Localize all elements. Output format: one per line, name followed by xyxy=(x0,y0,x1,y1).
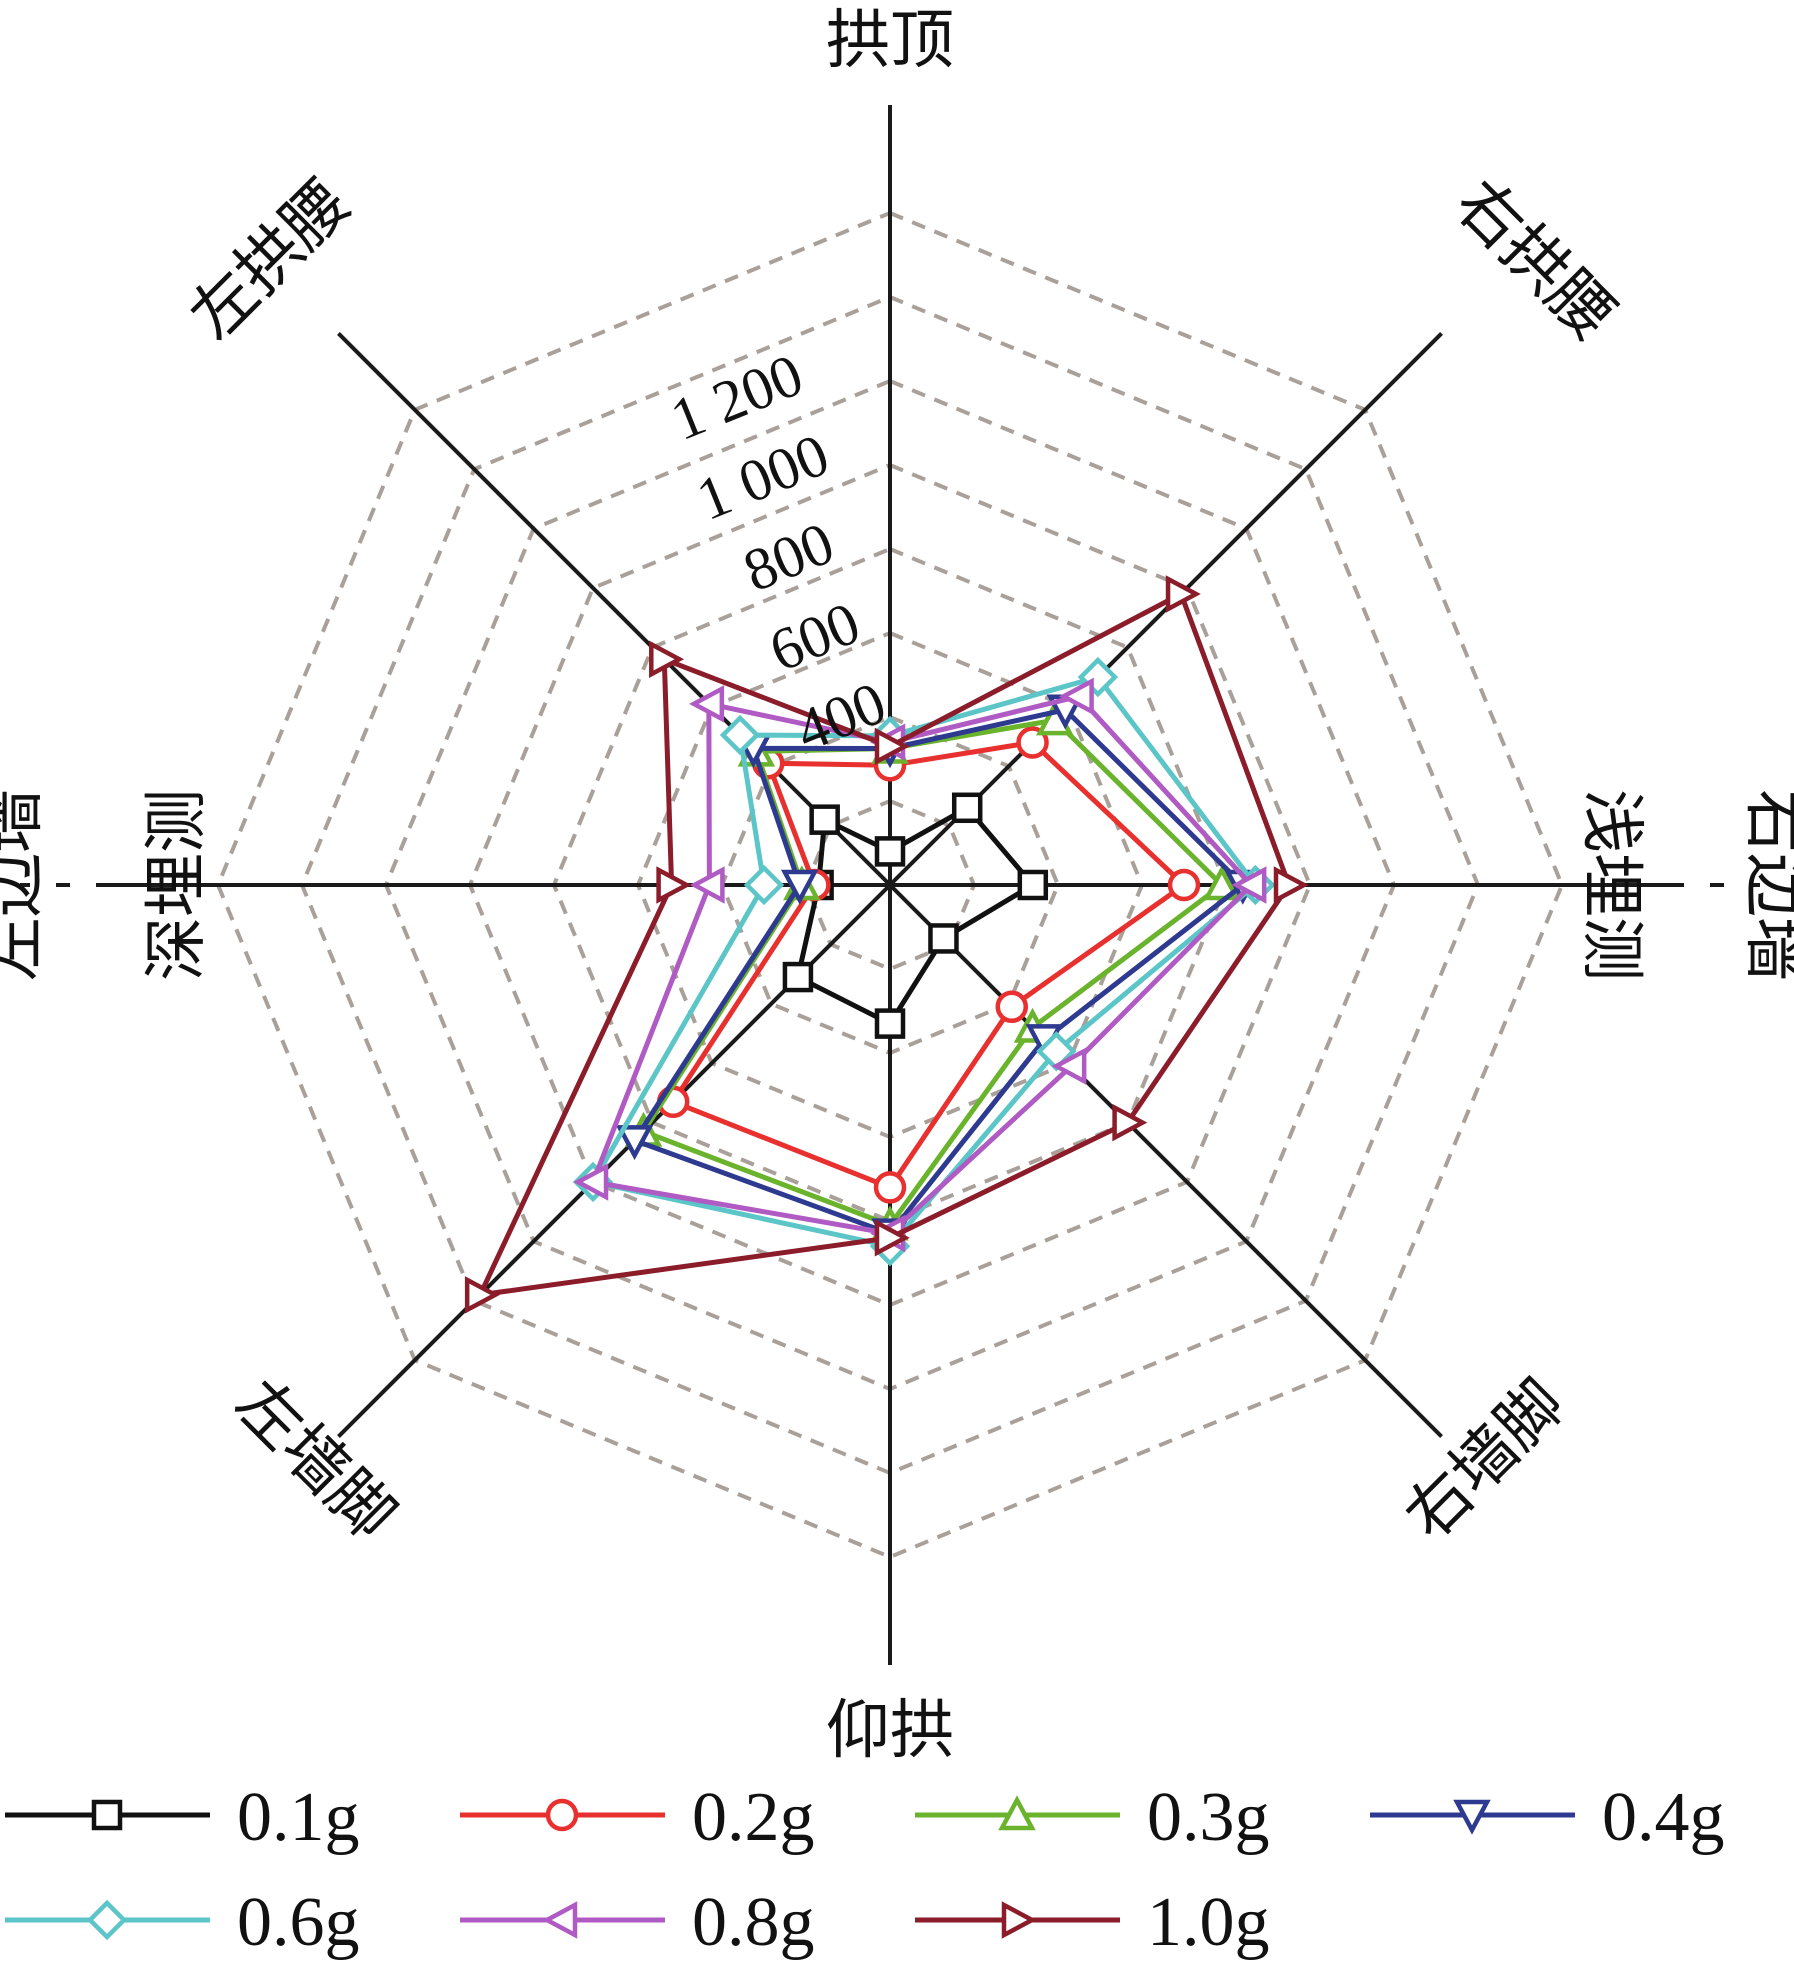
data-point-0.8g-3 xyxy=(1051,1047,1087,1085)
legend-marker-0.6g xyxy=(86,1899,128,1941)
data-point-0.4g-5 xyxy=(615,1125,654,1161)
series-line-0.3g xyxy=(639,717,1226,1229)
data-point-1.0g-5 xyxy=(464,1276,500,1314)
grid-ring-800 xyxy=(551,546,1229,1224)
data-point-0.1g-3 xyxy=(928,923,959,954)
legend-marker-0.4g xyxy=(1453,1799,1491,1835)
axis-label-right-foot: 右墙脚 xyxy=(1391,1366,1579,1554)
series-line-0.8g xyxy=(589,693,1255,1237)
data-point-1.0g-7 xyxy=(649,640,685,679)
data-point-0.4g-6 xyxy=(780,869,819,905)
legend-marker-0.3g xyxy=(998,1795,1036,1831)
axis-label-bottom: 仰拱 xyxy=(826,1694,954,1768)
data-point-0.1g-0 xyxy=(874,836,906,867)
data-point-0.1g-2 xyxy=(1017,869,1049,901)
data-point-1.0g-3 xyxy=(1112,1103,1148,1142)
data-point-0.2g-4 xyxy=(873,1171,907,1204)
axis-label-left-wall: 左边墙 xyxy=(0,789,51,981)
data-point-0.8g-2 xyxy=(1231,866,1267,904)
data-point-0.8g-1 xyxy=(1058,677,1094,716)
data-point-0.6g-7 xyxy=(719,714,761,756)
axis-label-right-wall: 右边墙 xyxy=(1737,789,1794,981)
data-point-0.6g-6 xyxy=(743,864,785,906)
series-1.0g xyxy=(464,575,1309,1314)
grid-ring-1600 xyxy=(215,210,1565,1560)
data-point-0.3g-2 xyxy=(1203,865,1241,901)
legend-marker-0.2g xyxy=(545,1798,579,1832)
data-point-1.0g-0 xyxy=(874,727,910,766)
data-point-0.1g-5 xyxy=(782,961,814,993)
legend-label-0.8g: 0.8g xyxy=(692,1884,815,1961)
data-point-0.8g-6 xyxy=(689,866,725,904)
inner-label-right: 浅埋测 xyxy=(1574,789,1648,981)
axis-label-right-arch: 右拱腰 xyxy=(1441,166,1629,354)
data-point-0.1g-1 xyxy=(951,792,983,824)
legend-label-0.6g: 0.6g xyxy=(237,1884,360,1961)
legend-label-0.3g: 0.3g xyxy=(1147,1779,1270,1856)
data-point-1.0g-1 xyxy=(1165,575,1201,613)
legend-marker-1.0g xyxy=(1001,1901,1037,1939)
data-point-1.0g-4 xyxy=(874,1219,910,1257)
legend-label-1.0g: 1.0g xyxy=(1147,1884,1270,1961)
axis-label-left-arch: 左拱腰 xyxy=(176,166,364,354)
data-point-0.1g-4 xyxy=(874,1008,906,1039)
data-point-0.2g-2 xyxy=(1167,868,1201,902)
legend-marker-0.1g xyxy=(91,1799,123,1831)
data-point-1.0g-6 xyxy=(656,866,692,904)
data-point-0.1g-7 xyxy=(809,804,840,835)
legend-label-0.1g: 0.1g xyxy=(237,1779,360,1856)
axis-line-3 xyxy=(888,883,1443,1438)
inner-label-left: 深埋测 xyxy=(140,789,214,981)
legend: 0.1g 0.2g 0.3g 0.4g 0.6g 0.8g 1.0g xyxy=(5,1779,1725,1961)
legend-label-0.4g: 0.4g xyxy=(1602,1779,1725,1856)
grid-ring-200 xyxy=(803,798,977,972)
axis-line-7 xyxy=(337,332,892,887)
radar-series xyxy=(464,575,1309,1314)
legend-marker-0.8g xyxy=(542,1901,578,1939)
data-point-1.0g-2 xyxy=(1273,866,1309,904)
data-point-0.8g-5 xyxy=(573,1163,609,1201)
data-point-0.2g-1 xyxy=(1016,726,1049,759)
axis-label-top: 拱顶 xyxy=(826,4,954,78)
radial-tick-label-600: 600 xyxy=(761,589,869,684)
radial-tick-label-800: 800 xyxy=(735,509,843,604)
data-point-0.2g-3 xyxy=(995,990,1029,1024)
data-point-0.8g-7 xyxy=(689,685,725,723)
series-0.3g xyxy=(624,700,1241,1241)
legend-label-0.2g: 0.2g xyxy=(692,1779,815,1856)
